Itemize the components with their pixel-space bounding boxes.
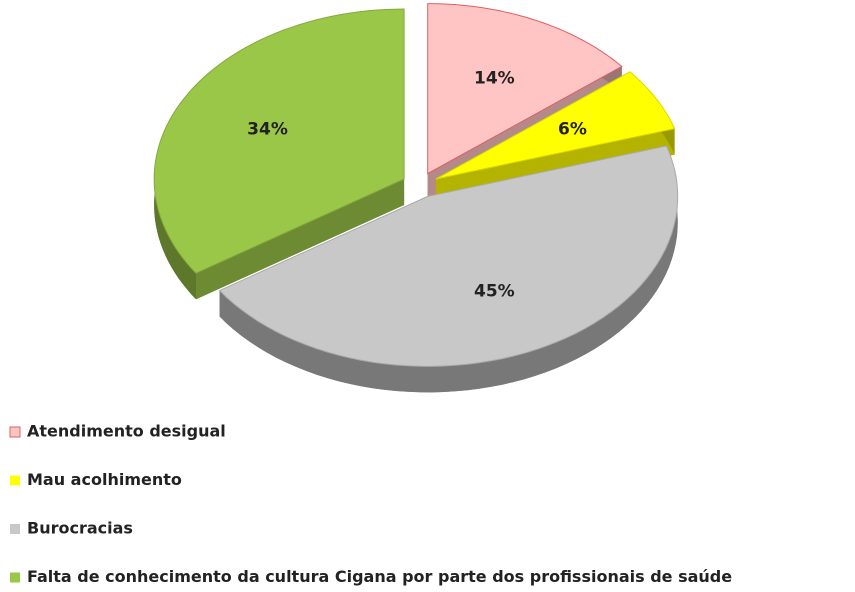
- legend-swatch: [10, 572, 20, 583]
- data-label: 34%: [247, 119, 288, 139]
- legend-label: Mau acolhimento: [27, 470, 182, 489]
- slice: [218, 145, 679, 367]
- slice-wall: [196, 179, 405, 300]
- legend-swatch: [10, 524, 20, 534]
- legend-label: Atendimento desigual: [27, 422, 226, 441]
- slice: [153, 8, 405, 274]
- data-label: 45%: [474, 282, 515, 302]
- data-label: 6%: [558, 119, 587, 139]
- slice: [427, 3, 623, 175]
- pie-tops: 14% 6% 45% 34%: [153, 3, 679, 367]
- legend-swatch: [9, 426, 21, 438]
- legend-swatch: [10, 475, 20, 486]
- data-label: 14%: [474, 68, 515, 88]
- legend-label: Burocracias: [27, 519, 133, 538]
- slice: [435, 71, 676, 180]
- legend-label: Falta de conhecimento da cultura Cigana …: [27, 567, 732, 586]
